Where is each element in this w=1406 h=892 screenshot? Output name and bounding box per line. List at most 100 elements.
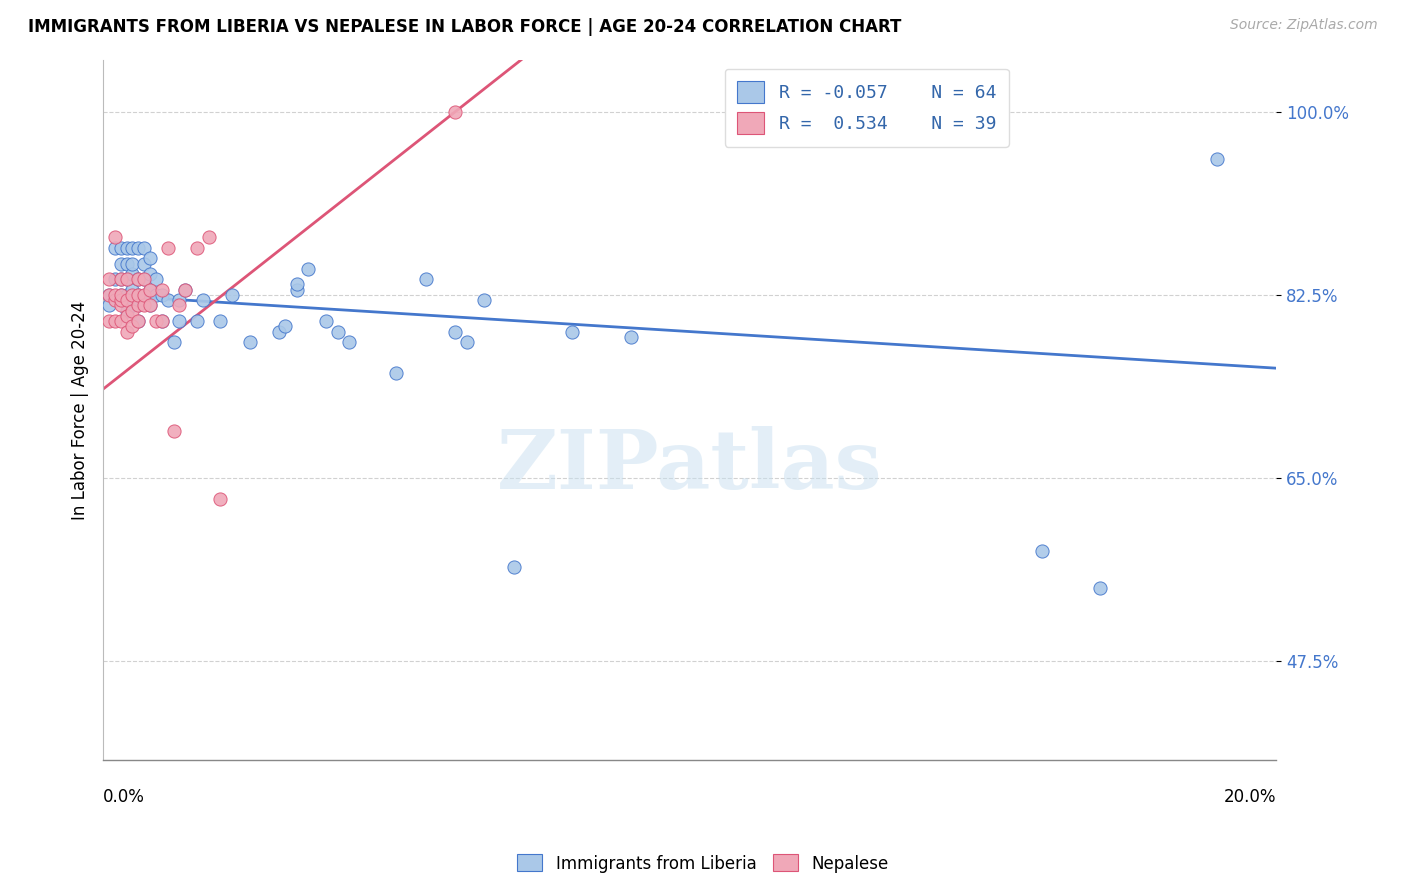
Point [127, 314, 149, 328]
Point [169, 314, 191, 328]
Point [98, 314, 121, 328]
Point [121, 241, 143, 255]
Point [239, 334, 262, 349]
Point [415, 272, 437, 286]
Point [115, 325, 138, 339]
Point [104, 293, 127, 308]
Text: IMMIGRANTS FROM LIBERIA VS NEPALESE IN LABOR FORCE | AGE 20-24 CORRELATION CHART: IMMIGRANTS FROM LIBERIA VS NEPALESE IN L… [28, 18, 901, 36]
Point [285, 283, 308, 297]
Point [162, 334, 184, 349]
Point [127, 314, 149, 328]
Point [98, 288, 121, 302]
Point [134, 288, 156, 302]
Point [472, 293, 495, 308]
Point [127, 298, 149, 312]
Point [156, 293, 179, 308]
Point [110, 314, 132, 328]
Point [315, 314, 337, 328]
Point [134, 256, 156, 270]
Point [139, 283, 162, 297]
Point [121, 267, 143, 281]
Point [150, 314, 173, 328]
Point [110, 272, 132, 286]
Point [174, 283, 197, 297]
Point [620, 330, 643, 344]
Point [150, 314, 173, 328]
Point [456, 334, 478, 349]
Point [150, 283, 173, 297]
Text: ZIPatlas: ZIPatlas [496, 426, 883, 506]
Point [169, 298, 191, 312]
Point [139, 252, 162, 266]
Point [110, 241, 132, 255]
Point [110, 288, 132, 302]
Point [121, 283, 143, 297]
Point [385, 367, 408, 381]
Point [134, 272, 156, 286]
Point [267, 325, 290, 339]
Point [98, 288, 121, 302]
Point [121, 298, 143, 312]
Point [169, 293, 191, 308]
Point [115, 272, 138, 286]
Point [444, 325, 467, 339]
Point [104, 314, 127, 328]
Point [127, 298, 149, 312]
Point [285, 277, 308, 292]
Point [115, 293, 138, 308]
Point [139, 298, 162, 312]
Y-axis label: In Labor Force | Age 20-24: In Labor Force | Age 20-24 [72, 301, 89, 520]
Point [186, 241, 208, 255]
Text: 20.0%: 20.0% [1223, 789, 1277, 806]
Point [1206, 152, 1229, 166]
Point [110, 293, 132, 308]
Point [145, 272, 167, 286]
Point [145, 288, 167, 302]
Point [1031, 544, 1053, 558]
Point [115, 288, 138, 302]
Point [191, 293, 214, 308]
Point [1088, 581, 1111, 595]
Point [326, 325, 349, 339]
Text: Source: ZipAtlas.com: Source: ZipAtlas.com [1230, 18, 1378, 32]
Point [134, 272, 156, 286]
Point [104, 272, 127, 286]
Point [209, 491, 232, 506]
Text: 0.0%: 0.0% [103, 789, 145, 806]
Point [339, 334, 361, 349]
Point [121, 256, 143, 270]
Point [110, 256, 132, 270]
Point [139, 267, 162, 281]
Point [162, 424, 184, 438]
Point [98, 272, 121, 286]
Point [297, 261, 319, 276]
Point [104, 288, 127, 302]
Point [134, 293, 156, 308]
Point [127, 241, 149, 255]
Point [156, 241, 179, 255]
Point [115, 256, 138, 270]
Point [209, 314, 232, 328]
Point [139, 283, 162, 297]
Point [115, 272, 138, 286]
Point [110, 288, 132, 302]
Point [115, 241, 138, 255]
Point [127, 288, 149, 302]
Point [134, 241, 156, 255]
Point [221, 288, 243, 302]
Point [502, 560, 524, 574]
Point [98, 298, 121, 312]
Point [197, 230, 219, 244]
Legend: R = -0.057    N = 64, R =  0.534    N = 39: R = -0.057 N = 64, R = 0.534 N = 39 [724, 69, 1010, 147]
Point [274, 319, 297, 334]
Point [561, 325, 583, 339]
Point [444, 104, 467, 119]
Point [121, 288, 143, 302]
Point [115, 303, 138, 318]
Point [127, 288, 149, 302]
Point [127, 272, 149, 286]
Point [115, 309, 138, 323]
Point [104, 241, 127, 255]
Point [150, 288, 173, 302]
Legend: Immigrants from Liberia, Nepalese: Immigrants from Liberia, Nepalese [510, 847, 896, 880]
